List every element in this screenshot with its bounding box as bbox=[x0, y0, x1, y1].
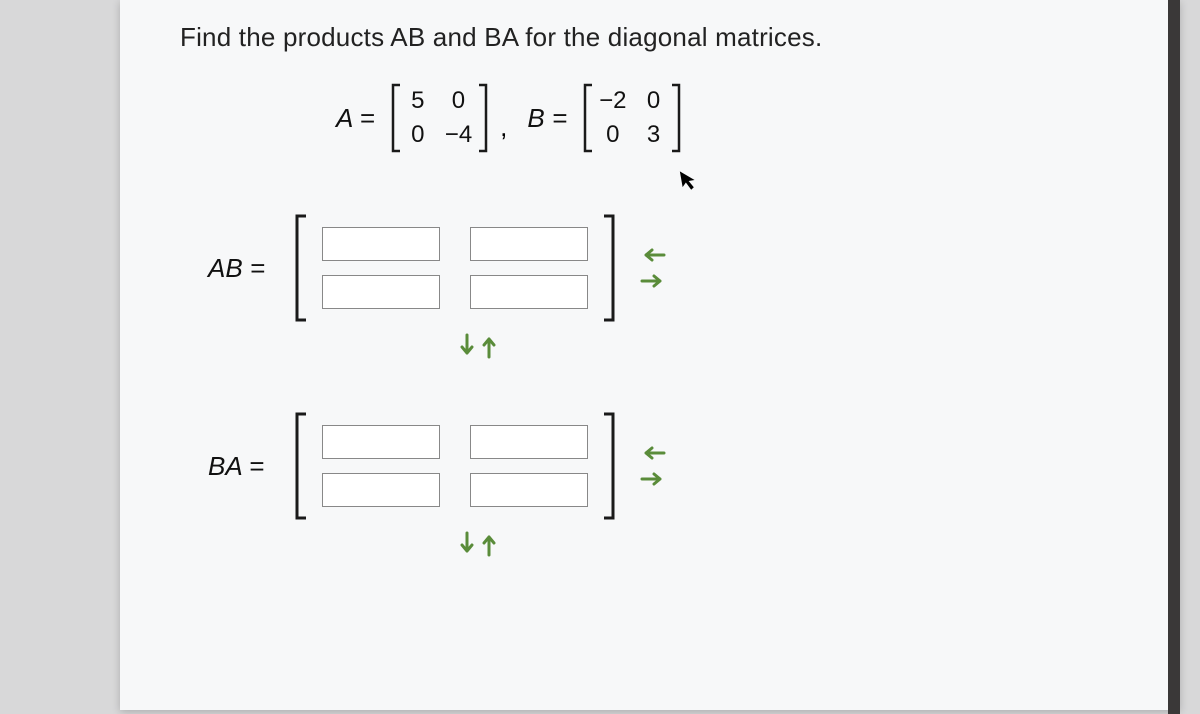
matrix-input[interactable] bbox=[470, 473, 588, 507]
matrix-b: −2 0 0 3 bbox=[581, 83, 682, 153]
column-arrows bbox=[640, 445, 666, 487]
input-grid-ba bbox=[320, 417, 590, 515]
answer-block-ba: BA = bbox=[208, 411, 1140, 557]
remove-column-button[interactable] bbox=[640, 247, 666, 263]
remove-column-button[interactable] bbox=[640, 445, 666, 461]
add-column-button[interactable] bbox=[640, 273, 666, 289]
label-ab: AB = bbox=[208, 253, 278, 284]
matrix-cell: −4 bbox=[445, 121, 472, 149]
label-ba: BA = bbox=[208, 451, 278, 482]
right-bracket-icon bbox=[600, 411, 618, 521]
cursor-icon bbox=[678, 167, 701, 200]
left-bracket-icon bbox=[292, 411, 310, 521]
matrix-input[interactable] bbox=[322, 473, 440, 507]
matrix-b-grid: −2 0 0 3 bbox=[599, 87, 664, 149]
answer-matrix-ba bbox=[292, 411, 618, 521]
question-text: Find the products AB and BA for the diag… bbox=[180, 22, 1140, 53]
add-column-button[interactable] bbox=[640, 471, 666, 487]
matrix-input[interactable] bbox=[470, 425, 588, 459]
row-arrows bbox=[418, 333, 538, 359]
given-matrices-row: A = 5 0 0 −4 , B = −2 0 0 bbox=[330, 83, 1140, 153]
remove-row-button[interactable] bbox=[459, 531, 475, 557]
matrix-cell: 0 bbox=[599, 121, 626, 149]
right-bracket-icon bbox=[600, 213, 618, 323]
matrix-cell: −2 bbox=[599, 87, 626, 115]
matrix-a: 5 0 0 −4 bbox=[389, 83, 490, 153]
row-arrows bbox=[418, 531, 538, 557]
left-bracket-icon bbox=[581, 83, 595, 153]
add-row-button[interactable] bbox=[481, 333, 497, 359]
matrix-input[interactable] bbox=[322, 425, 440, 459]
matrix-cell: 0 bbox=[643, 87, 665, 115]
matrix-input[interactable] bbox=[470, 227, 588, 261]
left-bracket-icon bbox=[389, 83, 403, 153]
left-bracket-icon bbox=[292, 213, 310, 323]
matrix-cell: 0 bbox=[445, 87, 472, 115]
matrix-input[interactable] bbox=[470, 275, 588, 309]
matrix-input[interactable] bbox=[322, 275, 440, 309]
answer-block-ab: AB = bbox=[208, 213, 1140, 359]
column-arrows bbox=[640, 247, 666, 289]
matrix-cell: 5 bbox=[407, 87, 429, 115]
page-edge bbox=[1168, 0, 1180, 714]
question-page: Find the products AB and BA for the diag… bbox=[120, 0, 1180, 710]
matrix-cell: 3 bbox=[643, 121, 665, 149]
matrix-a-grid: 5 0 0 −4 bbox=[407, 87, 472, 149]
add-row-button[interactable] bbox=[481, 531, 497, 557]
right-bracket-icon bbox=[669, 83, 683, 153]
separator-comma: , bbox=[500, 112, 507, 153]
right-bracket-icon bbox=[476, 83, 490, 153]
answer-matrix-ab bbox=[292, 213, 618, 323]
matrix-cell: 0 bbox=[407, 121, 429, 149]
input-grid-ab bbox=[320, 219, 590, 317]
label-b: B = bbox=[527, 103, 567, 134]
remove-row-button[interactable] bbox=[459, 333, 475, 359]
label-a: A = bbox=[336, 103, 375, 134]
matrix-input[interactable] bbox=[322, 227, 440, 261]
